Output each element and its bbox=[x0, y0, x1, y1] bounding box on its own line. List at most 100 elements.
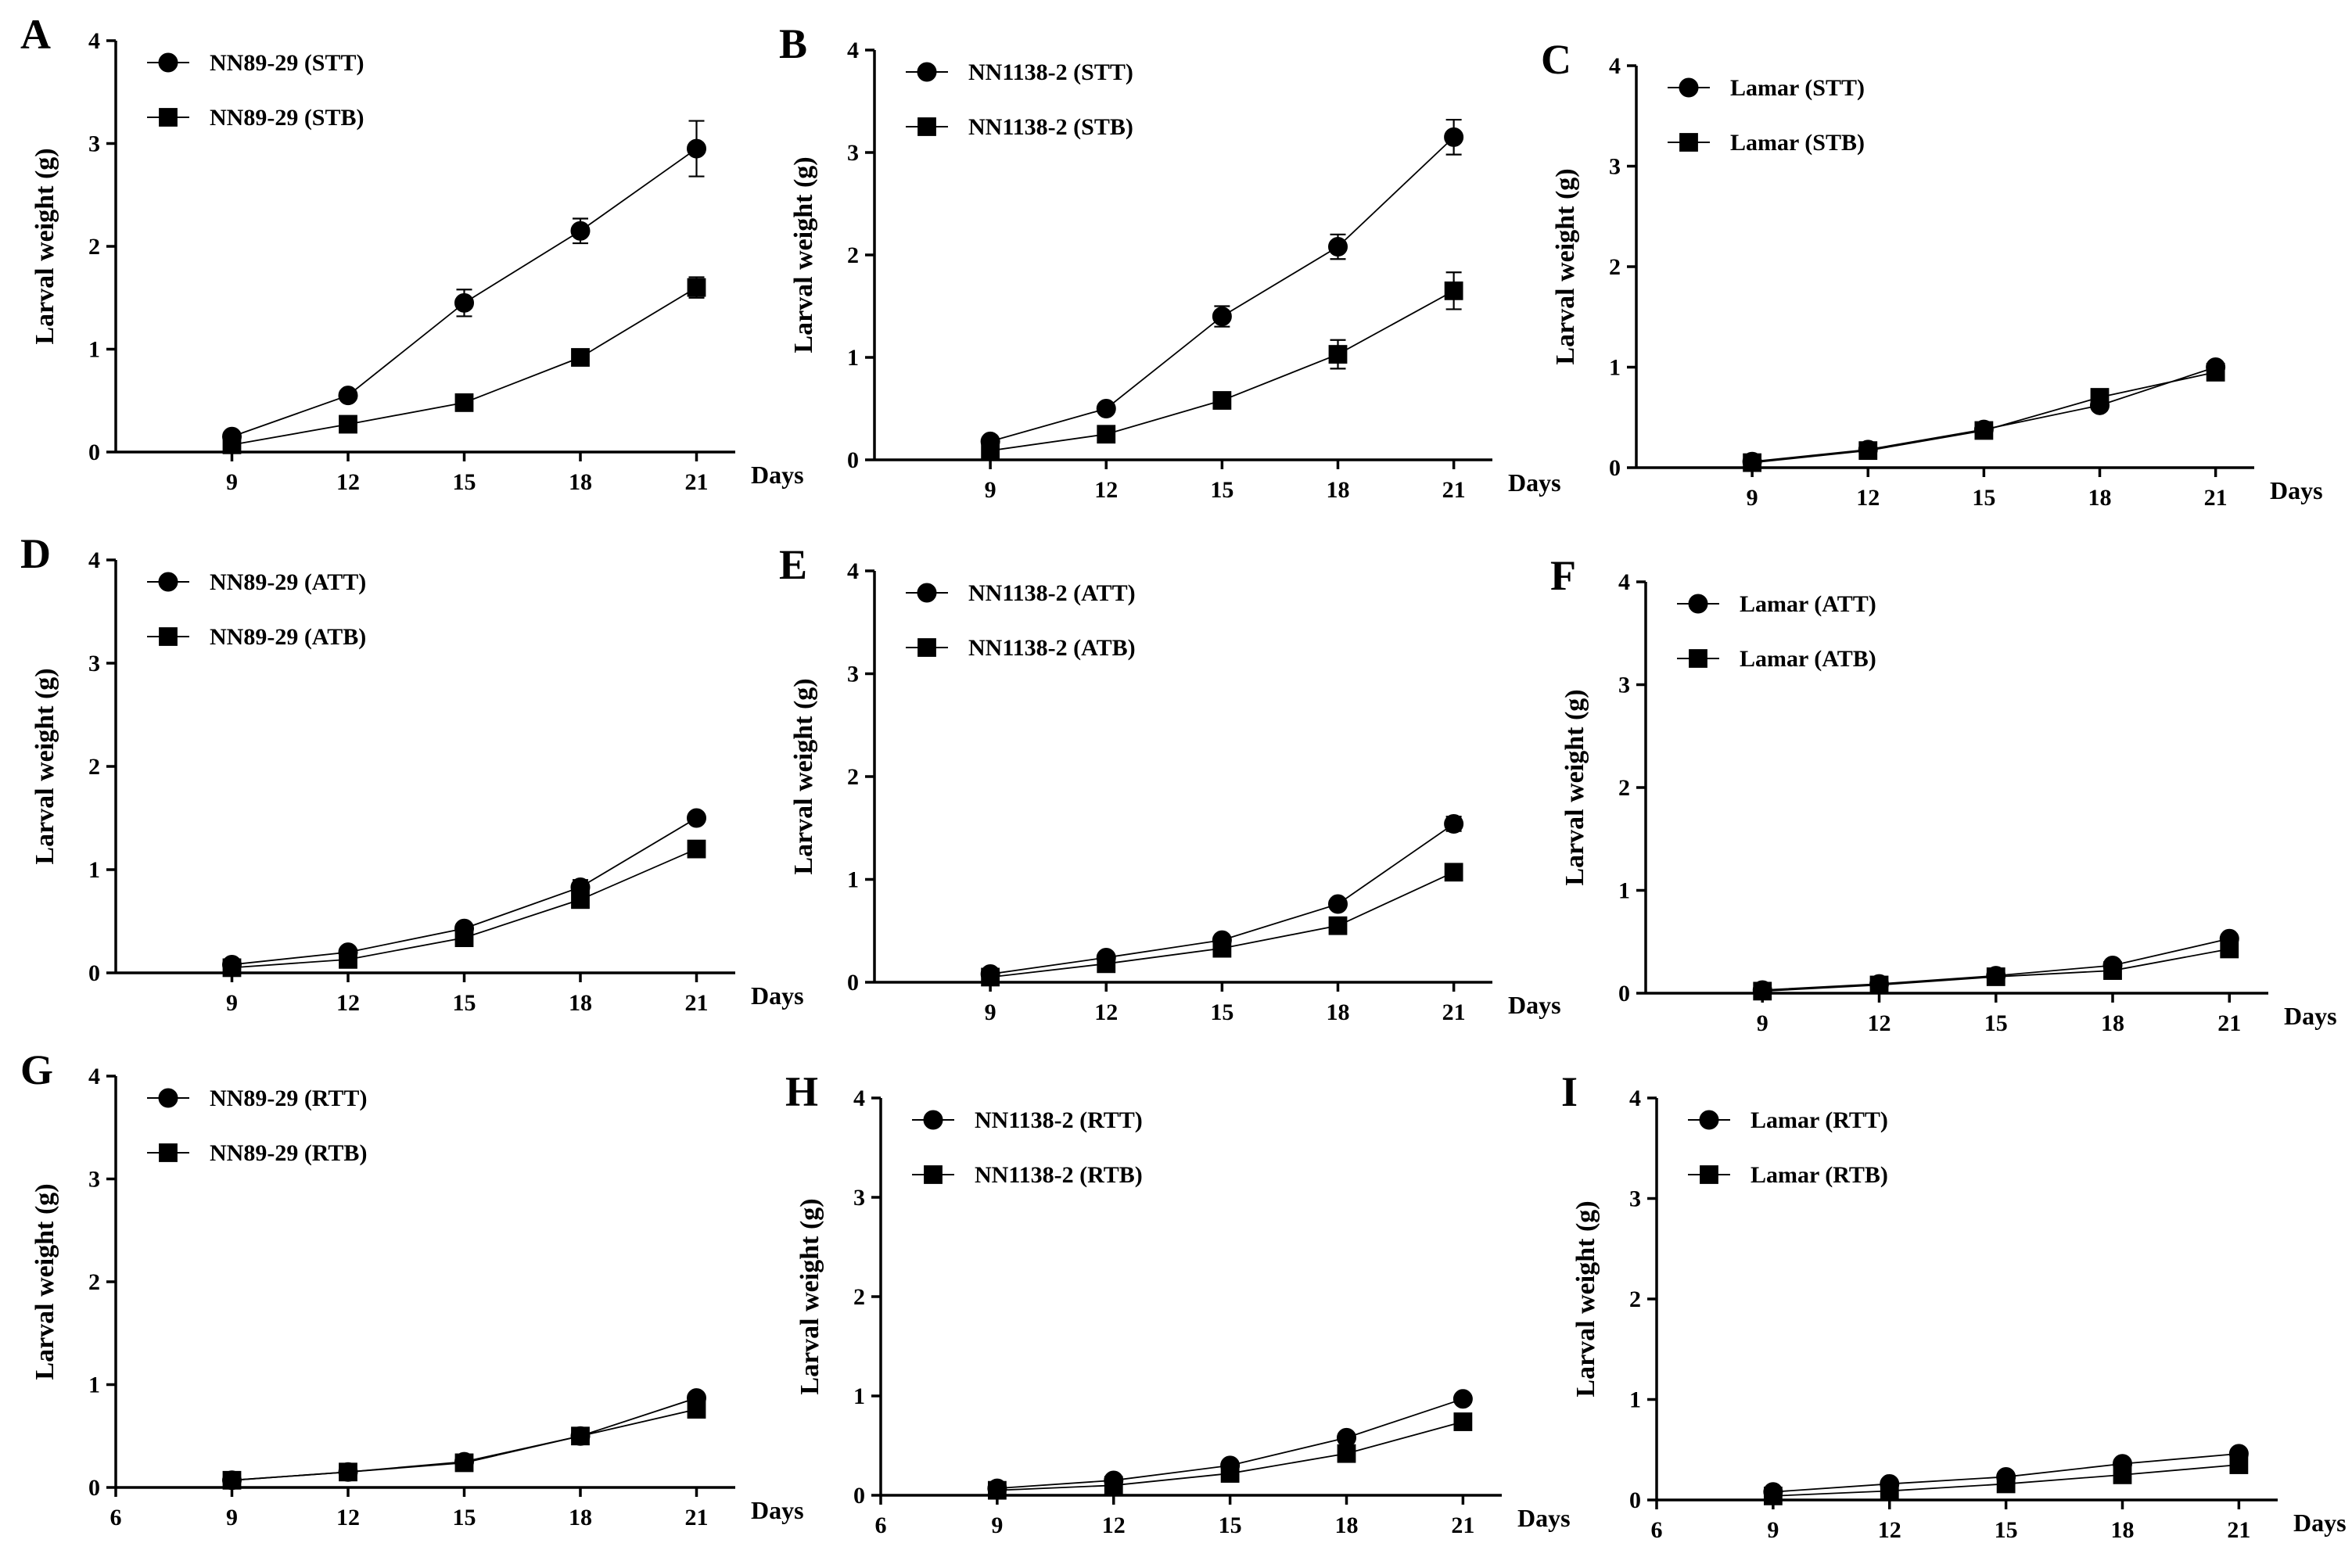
series-tb bbox=[1743, 363, 2225, 472]
legend: Lamar (RTT) Lamar (RTB) bbox=[1688, 1107, 1888, 1188]
series-tt bbox=[980, 118, 1464, 451]
y-tick-label: 2 bbox=[847, 764, 859, 790]
data-point bbox=[1337, 1427, 1356, 1448]
x-tick-label: 9 bbox=[226, 469, 238, 495]
y-tick-label: 3 bbox=[88, 131, 100, 157]
x-tick-label: 21 bbox=[2227, 1517, 2250, 1543]
data-point bbox=[2206, 363, 2225, 382]
series-line bbox=[1752, 371, 2216, 464]
data-point bbox=[2229, 1455, 2249, 1474]
data-point bbox=[1444, 863, 1463, 882]
y-tick-label: 3 bbox=[1629, 1186, 1641, 1212]
y-tick-label: 3 bbox=[88, 651, 100, 676]
legend-marker bbox=[1689, 649, 1707, 668]
x-tick-label: 6 bbox=[110, 1505, 122, 1530]
x-tick-label: 21 bbox=[2217, 1010, 2241, 1036]
x-tick-label: 12 bbox=[1856, 485, 1880, 511]
y-tick-label: 1 bbox=[88, 1372, 100, 1398]
x-tick-label: 6 bbox=[875, 1512, 887, 1538]
legend-label: NN1138-2 (STT) bbox=[968, 59, 1133, 85]
legend-marker bbox=[917, 583, 937, 603]
data-point bbox=[1444, 127, 1464, 147]
y-tick-label: 4 bbox=[88, 28, 100, 54]
x-axis-title: Days bbox=[2270, 476, 2323, 504]
data-point bbox=[1212, 307, 1232, 327]
data-point bbox=[687, 839, 706, 859]
series-tt bbox=[980, 813, 1464, 984]
x-tick-label: 18 bbox=[1335, 1512, 1359, 1538]
x-tick-label: 18 bbox=[1327, 477, 1350, 503]
series-tb bbox=[222, 839, 706, 978]
x-tick-label: 9 bbox=[985, 477, 996, 503]
data-point bbox=[1328, 237, 1348, 257]
legend-label: Lamar (RTT) bbox=[1751, 1107, 1888, 1133]
series-tt bbox=[1742, 357, 2226, 472]
panel-letter: D bbox=[20, 530, 51, 577]
y-tick-label: 4 bbox=[1609, 53, 1621, 79]
x-tick-label: 9 bbox=[226, 1505, 238, 1530]
legend-marker bbox=[1679, 77, 1699, 98]
panel-letter: C bbox=[1541, 36, 1571, 83]
x-tick-label: 18 bbox=[1327, 999, 1350, 1025]
legend: Lamar (STT) Lamar (STB) bbox=[1668, 75, 1865, 156]
y-tick-label: 2 bbox=[88, 754, 100, 780]
legend-label: Lamar (RTB) bbox=[1751, 1162, 1888, 1188]
x-tick-label: 21 bbox=[685, 990, 709, 1016]
legend-marker bbox=[159, 627, 178, 646]
data-point bbox=[1337, 1444, 1356, 1463]
legend-label: NN89-29 (RTB) bbox=[210, 1140, 367, 1166]
panel-letter: F bbox=[1550, 552, 1576, 599]
x-axis-title: Days bbox=[2293, 1509, 2347, 1537]
series-tt bbox=[222, 808, 706, 974]
x-tick-label: 21 bbox=[1451, 1512, 1474, 1538]
y-axis-title: Larval weight (g) bbox=[1560, 689, 1589, 885]
x-tick-label: 21 bbox=[685, 469, 709, 495]
legend-label: NN89-29 (RTT) bbox=[210, 1085, 367, 1111]
y-tick-label: 2 bbox=[88, 234, 100, 260]
data-point bbox=[987, 1480, 1007, 1500]
y-tick-label: 2 bbox=[853, 1284, 865, 1310]
series-tb bbox=[987, 1412, 1473, 1500]
y-tick-label: 3 bbox=[847, 662, 859, 687]
data-point bbox=[339, 1462, 357, 1482]
y-axis-title: Larval weight (g) bbox=[31, 148, 59, 344]
series-line bbox=[990, 871, 1455, 978]
x-axis-title: Days bbox=[751, 461, 804, 489]
data-point bbox=[1974, 421, 1994, 440]
data-point bbox=[222, 435, 242, 454]
data-point bbox=[2090, 388, 2110, 407]
data-point bbox=[1444, 281, 1463, 300]
x-axis-title: Days bbox=[1508, 468, 1561, 497]
legend-marker bbox=[923, 1110, 943, 1130]
data-point bbox=[1220, 1464, 1240, 1483]
y-axis-title: Larval weight (g) bbox=[31, 668, 59, 864]
data-point bbox=[687, 278, 706, 297]
y-tick-label: 4 bbox=[88, 1064, 100, 1089]
y-tick-label: 0 bbox=[1629, 1487, 1641, 1513]
x-tick-label: 12 bbox=[336, 469, 360, 495]
data-point bbox=[454, 292, 474, 313]
data-point bbox=[1104, 1476, 1123, 1495]
panel-letter: H bbox=[785, 1068, 818, 1115]
y-tick-label: 1 bbox=[847, 867, 859, 893]
legend-marker bbox=[924, 1165, 943, 1184]
x-tick-label: 12 bbox=[1094, 477, 1118, 503]
legend: NN1138-2 (STT) NN1138-2 (STB) bbox=[906, 59, 1133, 140]
x-tick-label: 15 bbox=[1972, 485, 1995, 511]
panel-letter: G bbox=[20, 1046, 53, 1093]
x-tick-label: 18 bbox=[2111, 1517, 2135, 1543]
data-point bbox=[1212, 391, 1232, 410]
legend-label: Lamar (ATT) bbox=[1740, 591, 1876, 617]
series-line bbox=[1752, 366, 2216, 463]
data-point bbox=[571, 1426, 590, 1446]
x-tick-label: 12 bbox=[1878, 1517, 1901, 1543]
data-point bbox=[1869, 975, 1889, 995]
panel-letter: E bbox=[779, 541, 807, 588]
legend-marker bbox=[158, 52, 178, 73]
x-tick-label: 15 bbox=[1219, 1512, 1242, 1538]
x-tick-label: 18 bbox=[2088, 485, 2112, 511]
y-tick-label: 4 bbox=[88, 547, 100, 573]
